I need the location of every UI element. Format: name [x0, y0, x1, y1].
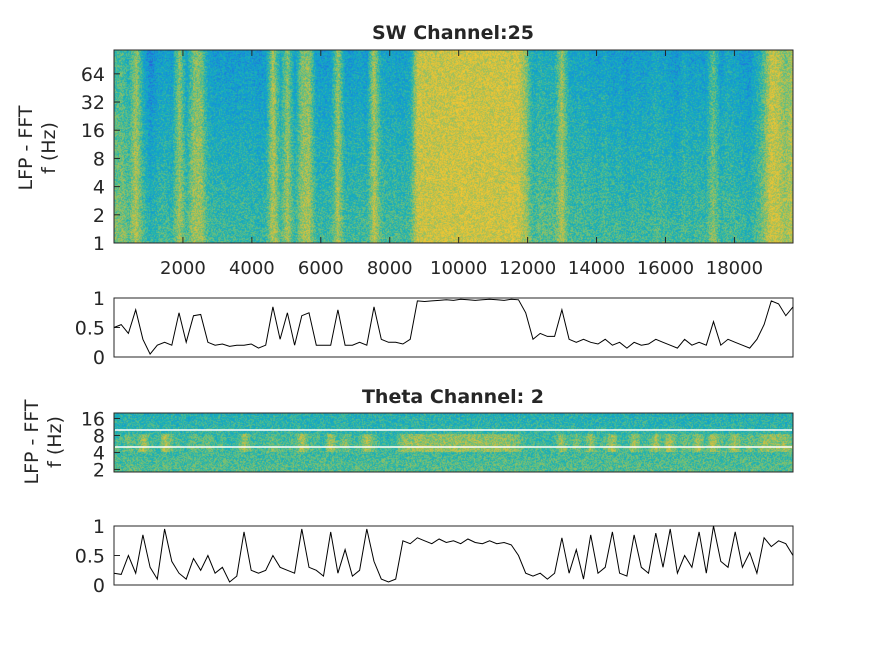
sw-spec-xtick-label: 14000 — [568, 258, 625, 279]
sw-spec-ytick-label: 2 — [93, 205, 105, 227]
sw-ratio-ytick-label: 0.5 — [75, 318, 105, 340]
sw-spec-ytick-label: 32 — [81, 92, 105, 114]
sw-spec-ytick-label: 16 — [81, 120, 105, 142]
theta-ratio-series — [113, 525, 794, 583]
theta-spec-ytick-label: 8 — [93, 425, 105, 447]
sw-ratio-series — [113, 298, 794, 356]
theta-ylabel-2: f (Hz) — [44, 416, 66, 468]
sw-spec-ytick-label: 4 — [93, 177, 105, 199]
theta-ratio-ytick-label: 0.5 — [75, 546, 105, 568]
sw-spec-ytick-label: 64 — [81, 64, 105, 86]
sw-spec-axes — [113, 49, 794, 244]
sw-spec-ytick-label: 8 — [93, 148, 105, 170]
sw-spec-ytick-label: 1 — [93, 233, 105, 255]
theta-spec-ytick-label: 2 — [93, 459, 105, 481]
sw-ratio-axes — [113, 297, 794, 358]
sw-ylabel-2: f (Hz) — [38, 122, 60, 174]
sw-ratio-ytick-label: 1 — [93, 288, 105, 310]
sw-ylabel-1: LFP - FFT — [15, 105, 37, 190]
sw-spec-xtick-label: 8000 — [367, 258, 413, 279]
sw-ratio-ytick-label: 0 — [93, 347, 105, 369]
sw-spec-xtick-label: 6000 — [298, 258, 344, 279]
sw-spectrogram — [114, 50, 793, 243]
theta-title: Theta Channel: 2 — [362, 386, 544, 408]
theta-ratio-ytick-label: 0 — [93, 575, 105, 597]
theta-spec-axes — [113, 412, 794, 473]
theta-ylabel-1: LFP - FFT — [21, 399, 43, 484]
sw-spec-xtick-label: 12000 — [499, 258, 556, 279]
sw-spec-xtick-label: 18000 — [706, 258, 763, 279]
theta-ratio-axes — [113, 525, 794, 586]
theta-ratio-ytick-label: 1 — [93, 516, 105, 538]
theta-spec-ytick-label: 16 — [81, 408, 105, 430]
sw-spec-xtick-label: 10000 — [430, 258, 487, 279]
sw-spec-xtick-label: 4000 — [229, 258, 275, 279]
sw-title: SW Channel:25 — [372, 22, 534, 44]
theta-spec-ytick-label: 4 — [93, 442, 105, 464]
sw-spec-xtick-label: 16000 — [637, 258, 694, 279]
theta-spectrogram — [114, 413, 793, 472]
sw-spec-xtick-label: 2000 — [160, 258, 206, 279]
